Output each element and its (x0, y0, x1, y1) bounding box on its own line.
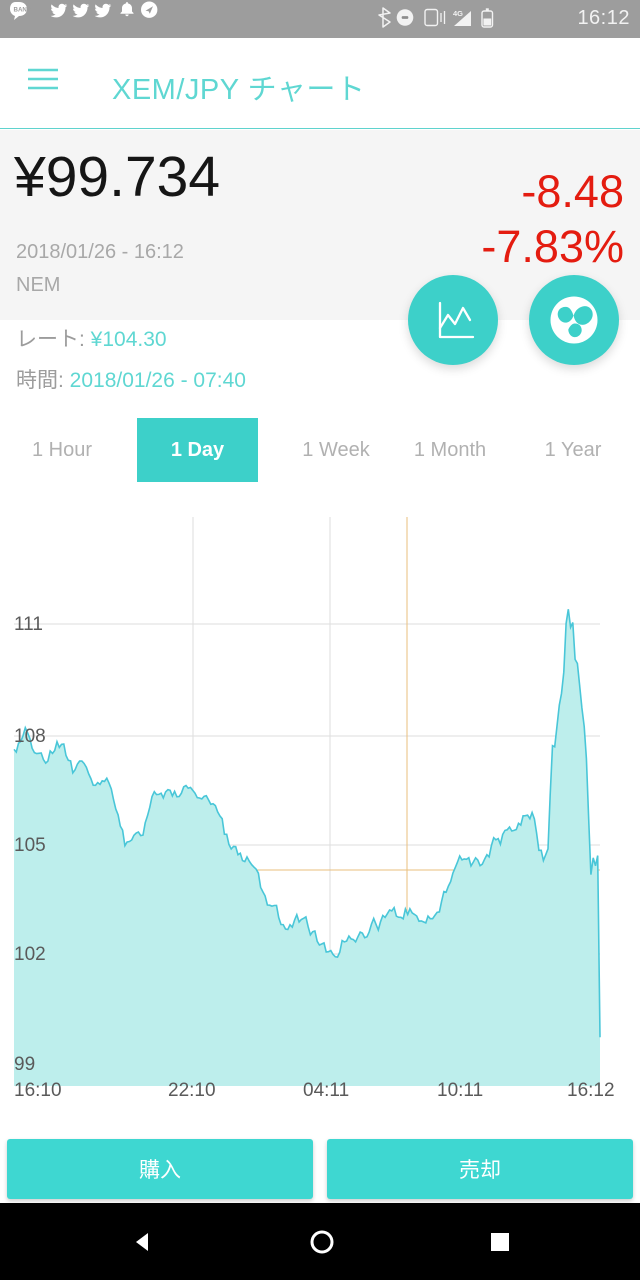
svg-text:4G: 4G (453, 9, 463, 18)
svg-text:BAND: BAND (14, 7, 32, 14)
